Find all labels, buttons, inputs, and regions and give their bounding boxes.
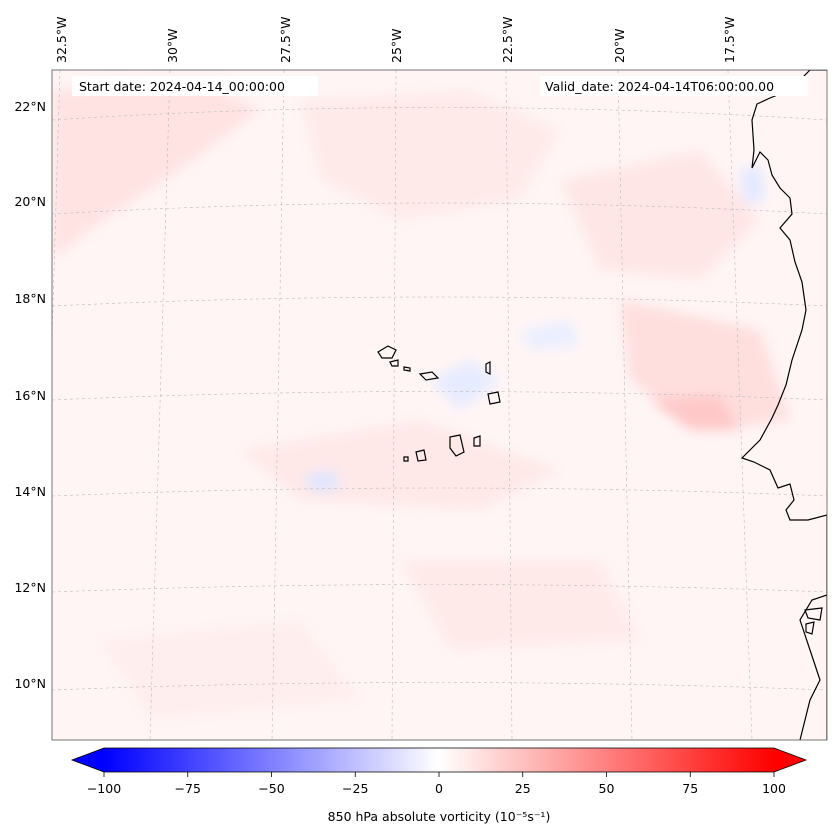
valid-date-box bbox=[540, 76, 808, 96]
colorbar-ramp bbox=[104, 748, 774, 772]
lat-label-12n: 12°N bbox=[14, 580, 46, 595]
gridlines bbox=[52, 70, 827, 740]
colorbar-label: 850 hPa absolute vorticity (10⁻⁵s⁻¹) bbox=[328, 809, 551, 824]
valid-date-label: Valid_date: 2024-04-14T06:00:00.00 bbox=[545, 79, 774, 94]
lat-label-10n: 10°N bbox=[14, 676, 46, 691]
colorbar-ticks: −100 −75 −50 −25 0 25 50 75 100 bbox=[87, 772, 786, 796]
colorbar-tick-label: −50 bbox=[258, 781, 284, 796]
colorbar-tick-label: −75 bbox=[175, 781, 201, 796]
colorbar-tick-label: 0 bbox=[435, 781, 443, 796]
lat-label-14n: 14°N bbox=[14, 484, 46, 499]
lon-label-20w: 20°W bbox=[612, 28, 627, 63]
lon-label-17-5w: 17.5°W bbox=[722, 17, 737, 63]
lat-label-22n: 22°N bbox=[14, 99, 46, 114]
colorbar-tick-label: 50 bbox=[599, 781, 615, 796]
longitude-labels: 32.5°W 30°W 27.5°W 25°W 22.5°W 20°W 17.5… bbox=[54, 17, 737, 63]
lat-label-20n: 20°N bbox=[14, 194, 46, 209]
colorbar-tick-label: 25 bbox=[515, 781, 531, 796]
colorbar-tick-label: 75 bbox=[682, 781, 698, 796]
colorbar-tick-label: −25 bbox=[342, 781, 368, 796]
map-frame bbox=[51, 69, 828, 741]
coastline-mainland bbox=[740, 70, 827, 740]
lon-label-25w: 25°W bbox=[389, 28, 404, 63]
lon-label-32-5w: 32.5°W bbox=[54, 17, 69, 63]
colorbar: −100 −75 −50 −25 0 25 50 75 100 850 hPa absolute… bbox=[70, 747, 808, 824]
latitude-labels: 22°N 20°N 18°N 16°N 14°N 12°N 10°N bbox=[14, 99, 46, 691]
colorbar-tick-label: 100 bbox=[762, 781, 786, 796]
start-date-box bbox=[72, 76, 318, 96]
lon-label-27-5w: 27.5°W bbox=[278, 17, 293, 63]
lat-label-18n: 18°N bbox=[14, 291, 46, 306]
coastline-islands bbox=[377, 345, 823, 635]
colorbar-high-extend bbox=[774, 748, 806, 772]
lat-label-16n: 16°N bbox=[14, 388, 46, 403]
colorbar-low-extend bbox=[72, 748, 104, 772]
vorticity-field-shading bbox=[52, 80, 790, 720]
start-date-label: Start date: 2024-04-14_00:00:00 bbox=[79, 79, 285, 94]
colorbar-tick-label: −100 bbox=[87, 781, 121, 796]
map-panel: Start date: 2024-04-14_00:00:00 Valid_da… bbox=[52, 70, 827, 740]
lon-label-30w: 30°W bbox=[165, 28, 180, 63]
lon-label-22-5w: 22.5°W bbox=[500, 17, 515, 63]
